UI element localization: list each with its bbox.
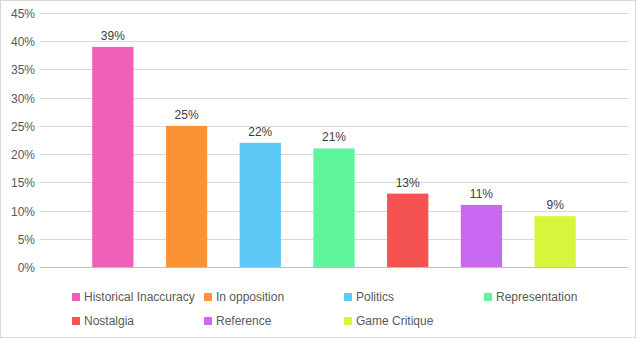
y-tick-label: 25% — [11, 120, 35, 134]
data-label: 9% — [546, 198, 564, 212]
legend-item: Nostalgia — [72, 314, 134, 328]
legend-item: In opposition — [204, 290, 284, 304]
data-label: 39% — [101, 29, 125, 43]
y-tick-label: 15% — [11, 176, 35, 190]
data-label: 21% — [322, 130, 346, 144]
bar — [92, 47, 133, 267]
bar — [166, 126, 207, 267]
legend: Historical Inaccuracy In opposition Politi… — [72, 290, 577, 328]
bar — [240, 143, 281, 267]
data-label: 11% — [470, 187, 493, 201]
legend-label: Politics — [356, 290, 394, 304]
legend-swatch — [344, 293, 352, 301]
legend-swatch — [204, 293, 212, 301]
legend-swatch — [72, 317, 80, 325]
bar — [313, 148, 354, 267]
data-labels: 39% 25% 22% 21% 13% 11% 9% — [101, 29, 564, 212]
y-tick-label: 20% — [11, 148, 35, 162]
page: {"chart_data": {"type": "bar", "categori… — [0, 0, 636, 338]
legend-item: Representation — [484, 290, 577, 304]
y-tick-label: 35% — [11, 63, 35, 77]
y-tick-label: 40% — [11, 35, 35, 49]
bars — [92, 47, 576, 267]
legend-swatch — [72, 293, 80, 301]
legend-swatch — [344, 317, 352, 325]
data-label: 22% — [248, 125, 272, 139]
data-label: 13% — [396, 176, 420, 190]
legend-swatch — [204, 317, 212, 325]
bar — [535, 216, 576, 267]
legend-label: In opposition — [216, 290, 284, 304]
legend-item: Historical Inaccuracy — [72, 290, 195, 304]
y-tick-label: 30% — [11, 92, 35, 106]
y-tick-label: 10% — [11, 205, 35, 219]
legend-item: Reference — [204, 314, 272, 328]
legend-label: Game Critique — [356, 314, 434, 328]
bar — [387, 194, 428, 267]
legend-label: Representation — [496, 290, 577, 304]
grid-line — [40, 13, 628, 14]
bar — [461, 205, 502, 267]
legend-item: Game Critique — [344, 314, 434, 328]
legend-swatch — [484, 293, 492, 301]
legend-label: Historical Inaccuracy — [84, 290, 195, 304]
legend-label: Reference — [216, 314, 272, 328]
legend-item: Politics — [344, 290, 394, 304]
grid-line — [40, 267, 628, 268]
grid-line — [40, 41, 628, 42]
y-tick-label: 45% — [11, 7, 35, 21]
data-label: 25% — [175, 108, 199, 122]
chart-frame — [1, 1, 636, 338]
legend-label: Nostalgia — [84, 314, 134, 328]
y-tick-label: 5% — [18, 233, 36, 247]
y-tick-labels: 0% 5% 10% 15% 20% 25% 30% 35% 40% 45% — [11, 7, 35, 275]
chart: 0% 5% 10% 15% 20% 25% 30% 35% 40% 45% 39% 25% 22% 21%… — [0, 0, 636, 338]
grid — [40, 14, 628, 268]
y-tick-label: 0% — [18, 261, 36, 275]
